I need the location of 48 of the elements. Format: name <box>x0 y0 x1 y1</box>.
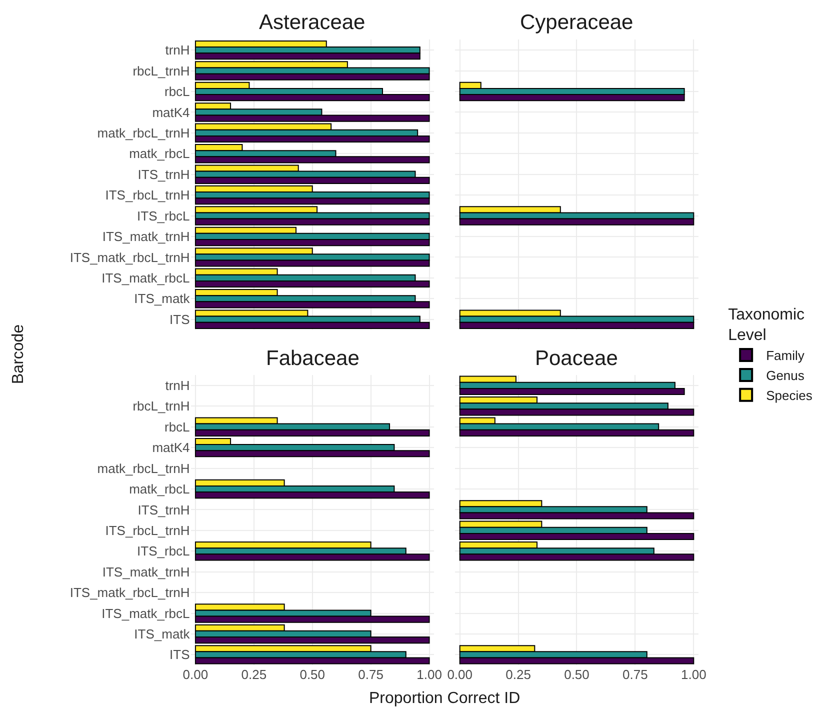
y-tick-label: ITS_matk_trnH <box>102 564 190 580</box>
y-tick-label: matK4 <box>152 440 190 456</box>
chart-title: Poaceae <box>535 347 618 370</box>
chart-title: Fabaceae <box>266 347 360 370</box>
legend-label: Family <box>766 348 805 364</box>
x-axis-title: Proportion Correct ID <box>369 690 520 707</box>
y-tick-label: ITS_matk_trnH <box>102 229 190 244</box>
x-tick-label: 0.50 <box>300 667 326 682</box>
y-tick-label: rbcL <box>164 84 190 100</box>
y-tick-label: matk_rbcL_trnH <box>97 460 190 476</box>
y-tick-label: ITS_matk_rbcL <box>102 606 190 621</box>
x-tick-label: 0.50 <box>564 667 590 682</box>
y-tick-label: ITS_matk <box>134 291 190 306</box>
y-tick-label: ITS_rbcL <box>137 208 190 224</box>
y-tick-label: ITS_rbcL_trnH <box>105 522 190 538</box>
y-tick-label: ITS_rbcL_trnH <box>105 188 190 203</box>
y-tick-label: ITS_matk <box>134 626 190 642</box>
y-tick-label: rbcL_trnH <box>132 63 190 78</box>
y-tick-label: trnH <box>165 378 190 393</box>
legend-label: Genus <box>766 368 805 384</box>
y-tick-label: ITS <box>170 312 190 327</box>
y-tick-label: ITS_matk_rbcL_trnH <box>70 250 190 265</box>
x-tick-label: 0.75 <box>358 667 384 682</box>
x-tick-label: 1.00 <box>681 667 706 682</box>
y-tick-label: matK4 <box>152 104 190 120</box>
y-tick-label: matk_rbcL <box>129 146 190 162</box>
x-tick-label: 0.00 <box>182 667 208 682</box>
y-tick-label: ITS_trnH <box>138 166 190 182</box>
y-tick-label: ITS_trnH <box>138 502 190 518</box>
x-tick-label: 1.00 <box>416 667 442 682</box>
y-tick-label: rbcL_trnH <box>132 398 190 414</box>
chart-title: Cyperaceae <box>520 11 634 34</box>
x-tick-label: 0.25 <box>506 667 531 682</box>
y-tick-label: ITS_matk_rbcL_trnH <box>70 585 190 600</box>
x-tick-label: 0.75 <box>622 667 648 682</box>
x-tick-label: 0.00 <box>447 667 473 682</box>
x-tick-label: 0.25 <box>241 667 267 682</box>
y-tick-label: matk_rbcL <box>129 482 190 497</box>
y-tick-label: ITS_matk_rbcL <box>102 270 190 286</box>
y-tick-label: rbcL <box>164 419 190 434</box>
y-tick-label: matk_rbcL_trnH <box>97 125 190 140</box>
legend-title: Taxonomic Level <box>728 306 805 344</box>
chart-title: Asteraceae <box>259 11 366 34</box>
y-tick-label: ITS <box>170 647 190 662</box>
legend-label: Species <box>766 388 813 403</box>
y-axis-title: Barcode <box>10 324 27 384</box>
y-tick-label: trnH <box>165 42 190 58</box>
y-tick-label: ITS_rbcL <box>137 544 190 559</box>
